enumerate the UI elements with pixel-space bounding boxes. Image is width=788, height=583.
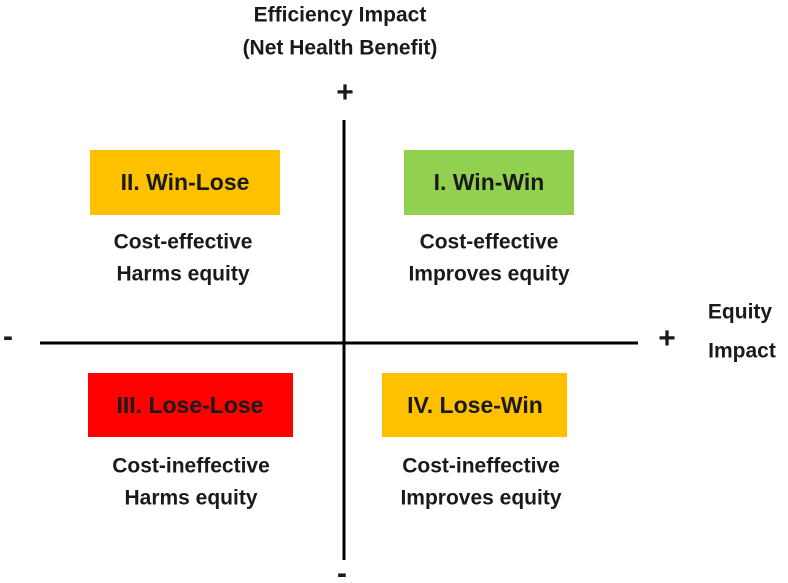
bottom-sign: - [337,557,347,583]
quadrant-description: Harms equity [116,263,249,286]
quadrant-description: Cost-ineffective [402,455,560,478]
quadrant-box [88,373,293,437]
quadrant-description: Cost-ineffective [112,455,270,478]
right-sign: + [658,322,676,355]
quadrant-box [90,150,280,215]
quadrant-label: III. Lose-Lose [117,392,264,418]
quadrant-description: Improves equity [400,487,561,510]
vertical-axis-title: (Net Health Benefit) [243,37,438,60]
vertical-axis-title: Efficiency Impact [254,4,427,27]
quadrant-description: Cost-effective [114,231,253,254]
left-sign: - [3,320,13,353]
horizontal-axis-title: Impact [708,340,776,363]
quadrant-label: II. Win-Lose [121,169,250,195]
quadrant-description: Cost-effective [420,231,559,254]
top-sign: + [336,76,354,109]
quadrant-description: Improves equity [408,263,569,286]
quadrant-label: I. Win-Win [434,169,545,195]
horizontal-axis-title: Equity [708,301,772,324]
quadrant-label: IV. Lose-Win [407,392,543,418]
quadrant-box [404,150,574,215]
quadrant-description: Harms equity [124,487,257,510]
quadrant-box [382,373,567,437]
